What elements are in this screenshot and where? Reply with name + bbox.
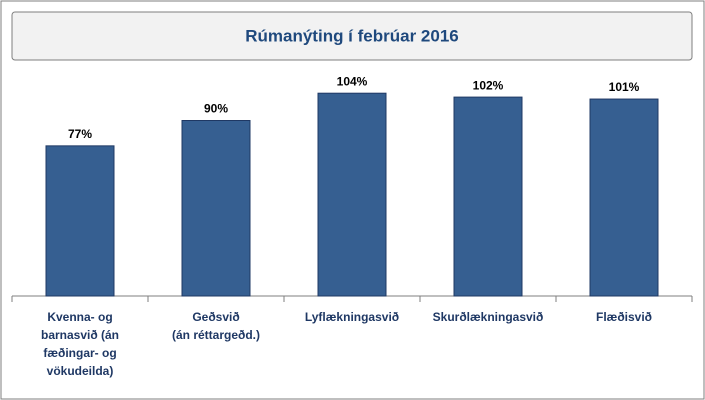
x-tick-label: Geðsvið (án réttargeðd.) bbox=[171, 310, 260, 342]
bar bbox=[45, 145, 115, 297]
bar bbox=[453, 96, 523, 297]
value-label: 101% bbox=[609, 80, 640, 94]
x-tick-label: Flæðisvið bbox=[595, 310, 652, 324]
bar bbox=[317, 92, 387, 297]
chart-title: Rúmanýting í febrúar 2016 bbox=[245, 26, 459, 45]
value-label: 90% bbox=[204, 102, 228, 116]
x-tick-label: Kvenna- og barnasvið (án fæðingar- og vö… bbox=[40, 310, 120, 378]
bar bbox=[589, 98, 659, 297]
x-tick-label: Skurðlækningasvið bbox=[432, 310, 544, 324]
value-label: 77% bbox=[68, 127, 92, 141]
title-box bbox=[11, 11, 693, 61]
value-label: 104% bbox=[337, 74, 368, 88]
value-label: 102% bbox=[473, 78, 504, 92]
bar bbox=[181, 120, 251, 297]
x-tick-label: Lyflækningasvið bbox=[304, 310, 400, 324]
